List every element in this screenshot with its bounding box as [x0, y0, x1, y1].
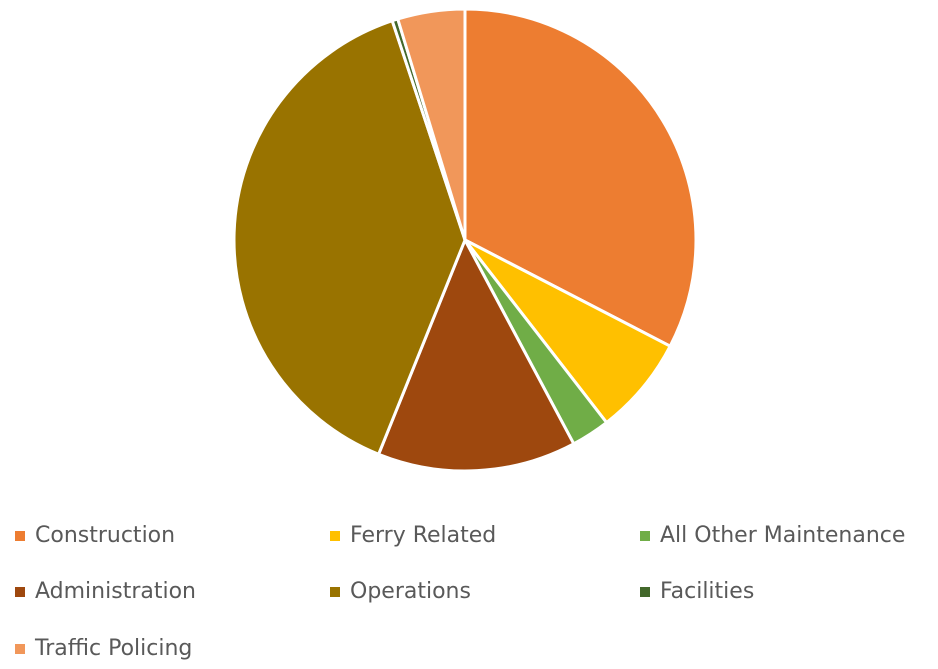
legend-label: Construction [35, 523, 175, 548]
legend-label: Ferry Related [350, 523, 496, 548]
legend-marker [330, 587, 340, 597]
legend-marker [15, 531, 25, 541]
legend-marker [640, 587, 650, 597]
legend-label: Traffic Policing [34, 636, 192, 661]
legend-marker [15, 587, 25, 597]
legend-marker [330, 531, 340, 541]
pie-slice [396, 7, 467, 242]
legend-marker [15, 644, 25, 654]
legend-label: All Other Maintenance [660, 523, 905, 548]
legend-marker [640, 531, 650, 541]
pie-slice [232, 19, 467, 456]
pie-slice [463, 7, 698, 348]
legend-label: Administration [35, 579, 196, 604]
legend-label: Facilities [660, 579, 754, 604]
pie-slice [377, 238, 576, 473]
legend-label: Operations [350, 579, 471, 604]
